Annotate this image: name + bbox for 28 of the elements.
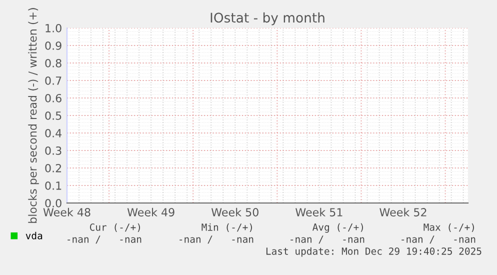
y-tick-label: 0.8: [45, 58, 62, 68]
y-tick-label: 0.6: [45, 94, 62, 102]
text: -nan / -nan: [180, 236, 254, 244]
y-tick-label: 1.0: [46, 24, 62, 32]
text: Last update: Mon Dec 29 19:40:25 2025: [266, 247, 482, 257]
y-tick-label: 0.1: [45, 181, 62, 190]
x-tick-label: Week 50: [211, 208, 258, 216]
text: Cur (-/+): [90, 223, 140, 232]
y-tick-label: 0.4: [45, 128, 62, 138]
text: Avg (-/+): [312, 223, 363, 233]
y-tick-label: 0.7: [45, 76, 62, 85]
x-tick-label: Week 51: [296, 208, 342, 216]
chart-title: IOstat - by month: [210, 12, 324, 26]
text: -nan / -nan: [68, 236, 142, 244]
y-tick-label: 0.3: [45, 146, 62, 155]
y-tick-label: 0.0: [45, 198, 62, 208]
x-tick-label: Week 48: [43, 208, 90, 216]
text: -nan / -nan: [290, 236, 364, 244]
x-tick-label: Week 49: [127, 208, 174, 216]
y-tick-label: 0.9: [45, 41, 62, 50]
text: Max (-/+): [424, 223, 474, 232]
y-tick-label: 0.2: [45, 164, 62, 172]
text: -nan / -nan: [402, 236, 476, 244]
y-axis-title: blocks per second read (-) / written (+): [28, 8, 39, 223]
y-tick-label: 0.5: [45, 111, 62, 120]
legend-label: vda: [26, 232, 42, 240]
text: Min (-/+): [202, 223, 252, 232]
x-tick-label: Week 52: [380, 208, 426, 216]
